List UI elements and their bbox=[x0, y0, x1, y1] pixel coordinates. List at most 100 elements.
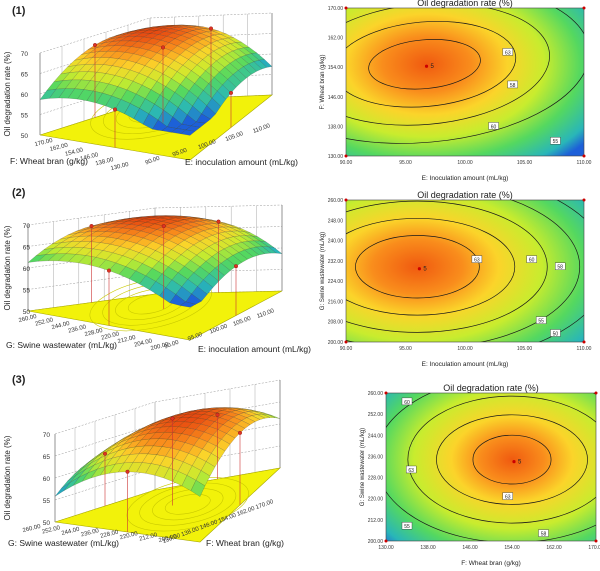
z-tick-label: 70 bbox=[23, 223, 31, 230]
y-tick-label: 252.00 bbox=[368, 412, 384, 418]
surface-cell bbox=[261, 413, 276, 418]
surface-mesh bbox=[54, 407, 281, 497]
design-point bbox=[594, 391, 598, 395]
surface-cell bbox=[243, 63, 257, 75]
design-point bbox=[582, 340, 586, 344]
surface-cell bbox=[256, 413, 271, 419]
z-tick-label: 50 bbox=[43, 520, 51, 527]
contour-label-box bbox=[488, 122, 499, 130]
contour-lines bbox=[346, 8, 584, 144]
contour-line bbox=[346, 217, 516, 316]
contour-label: 58 bbox=[510, 83, 516, 89]
y-tick-label: 212.00 bbox=[368, 518, 384, 524]
x-tick-label: 154.00 bbox=[504, 545, 520, 551]
design-point bbox=[582, 154, 586, 158]
contour-label-box bbox=[535, 316, 547, 324]
design-point bbox=[344, 6, 348, 10]
panel-label-3: (3) bbox=[12, 374, 26, 386]
z-tick-label: 65 bbox=[23, 245, 31, 252]
contour-line bbox=[346, 8, 584, 144]
x-tick-label: 105.00 bbox=[233, 316, 253, 328]
y-tick-label: 138.00 bbox=[95, 157, 115, 167]
surface-mesh bbox=[27, 215, 283, 308]
design-point bbox=[161, 224, 166, 229]
z-tick-label: 65 bbox=[21, 72, 29, 79]
floor-contour bbox=[152, 488, 224, 521]
contour-label-box bbox=[502, 492, 513, 500]
y-axis-label: G: Swine wastewater (mL/kg) bbox=[320, 232, 326, 310]
contour-label-box bbox=[502, 48, 514, 56]
y-tick-label: 244.00 bbox=[51, 321, 71, 331]
y-tick-label: 232.00 bbox=[328, 259, 344, 265]
surface-cell bbox=[195, 470, 211, 487]
y-tick-label: 240.00 bbox=[328, 239, 344, 245]
y-tick-label: 236.00 bbox=[368, 454, 384, 460]
y-tick-label: 244.00 bbox=[61, 527, 81, 537]
contour-label: 60 bbox=[404, 400, 410, 406]
x-tick-label: 162.00 bbox=[546, 545, 562, 551]
surface-cell bbox=[232, 70, 247, 83]
surface-cell bbox=[261, 246, 277, 254]
contour-line bbox=[346, 8, 550, 126]
contour-plot-2: 5 63 60 58 55 50 Oil degradation rate (%) 260.0… bbox=[320, 190, 592, 368]
z-tick-label: 55 bbox=[23, 288, 31, 295]
z-tick-label: 70 bbox=[43, 432, 51, 439]
panel-label-2: (2) bbox=[12, 187, 26, 199]
x-tick-label: 105.00 bbox=[225, 131, 245, 143]
y-axis-label: G: Swine wastewater (mL/kg) bbox=[360, 428, 366, 506]
z-tick-label: 50 bbox=[21, 133, 29, 140]
design-point bbox=[92, 43, 97, 48]
surface-cell bbox=[238, 249, 254, 260]
surface-cell bbox=[255, 246, 271, 254]
design-point bbox=[384, 391, 388, 395]
y-tick-label: 204.00 bbox=[134, 338, 154, 348]
panel-label-1: (1) bbox=[12, 5, 26, 17]
y-tick-label: 248.00 bbox=[328, 218, 344, 224]
y-tick-label: 252.00 bbox=[35, 317, 55, 327]
y-tick-label: 130.00 bbox=[328, 154, 344, 160]
surface-cell bbox=[196, 113, 211, 124]
contour-label: 58 bbox=[541, 532, 547, 538]
surface-cell bbox=[197, 279, 214, 295]
contour-line bbox=[346, 200, 581, 342]
contour-plot-3: 5 60 63 63 55 58 Oil degradation rate (%) 260.0… bbox=[360, 383, 600, 567]
contour-label-box bbox=[550, 136, 561, 145]
y-tick-label: 212.00 bbox=[139, 532, 159, 542]
z-axis-label: Oil degradation rate (%) bbox=[3, 435, 12, 520]
contour-label-box bbox=[471, 255, 483, 263]
contour-label-box bbox=[526, 255, 537, 263]
y-tick-label: 260.00 bbox=[18, 314, 38, 324]
x-axis-label: E: inoculation amount (mL/kg) bbox=[198, 344, 311, 354]
y-tick-label: 146.00 bbox=[328, 95, 344, 101]
surface-floor bbox=[27, 290, 283, 341]
surface-cell bbox=[211, 445, 226, 459]
contour-title: Oil degradation rate (%) bbox=[417, 190, 513, 200]
y-tick-label: 220.00 bbox=[101, 331, 121, 341]
x-axis-label: E: Inoculation amount (mL/kg) bbox=[422, 175, 509, 182]
x-tick-label: 95.00 bbox=[172, 147, 189, 158]
contour-line bbox=[346, 200, 548, 333]
contour-label: 63 bbox=[505, 50, 511, 56]
y-tick-label: 170.00 bbox=[328, 6, 344, 12]
x-tick-label: 95.00 bbox=[187, 332, 204, 343]
wall-gridline bbox=[154, 204, 283, 209]
design-point bbox=[208, 26, 213, 31]
design-point bbox=[237, 430, 242, 435]
contour-label-box bbox=[538, 529, 549, 537]
y-tick-label: 200.00 bbox=[158, 534, 178, 544]
x-tick-label: 170.00 bbox=[255, 499, 275, 511]
design-point bbox=[216, 219, 221, 224]
surface-cell bbox=[216, 439, 231, 452]
z-tick-label: 60 bbox=[23, 266, 31, 273]
center-label: 5 bbox=[431, 64, 435, 70]
contour-fill bbox=[345, 7, 585, 157]
y-tick-label: 162.00 bbox=[49, 143, 69, 153]
surface-plot-3: 70 65 60 55 50 Oil degradation rate (%) 260.00… bbox=[3, 379, 284, 548]
y-tick-label: 224.00 bbox=[328, 279, 344, 285]
surface-cell bbox=[205, 453, 221, 468]
x-axis-label: E: Inoculation amount (mL/kg) bbox=[422, 361, 509, 368]
wall-gridline bbox=[27, 207, 156, 226]
y-axis-label: F: Wheat bran (g/kg) bbox=[320, 54, 326, 109]
contour-label: 63 bbox=[408, 468, 414, 474]
